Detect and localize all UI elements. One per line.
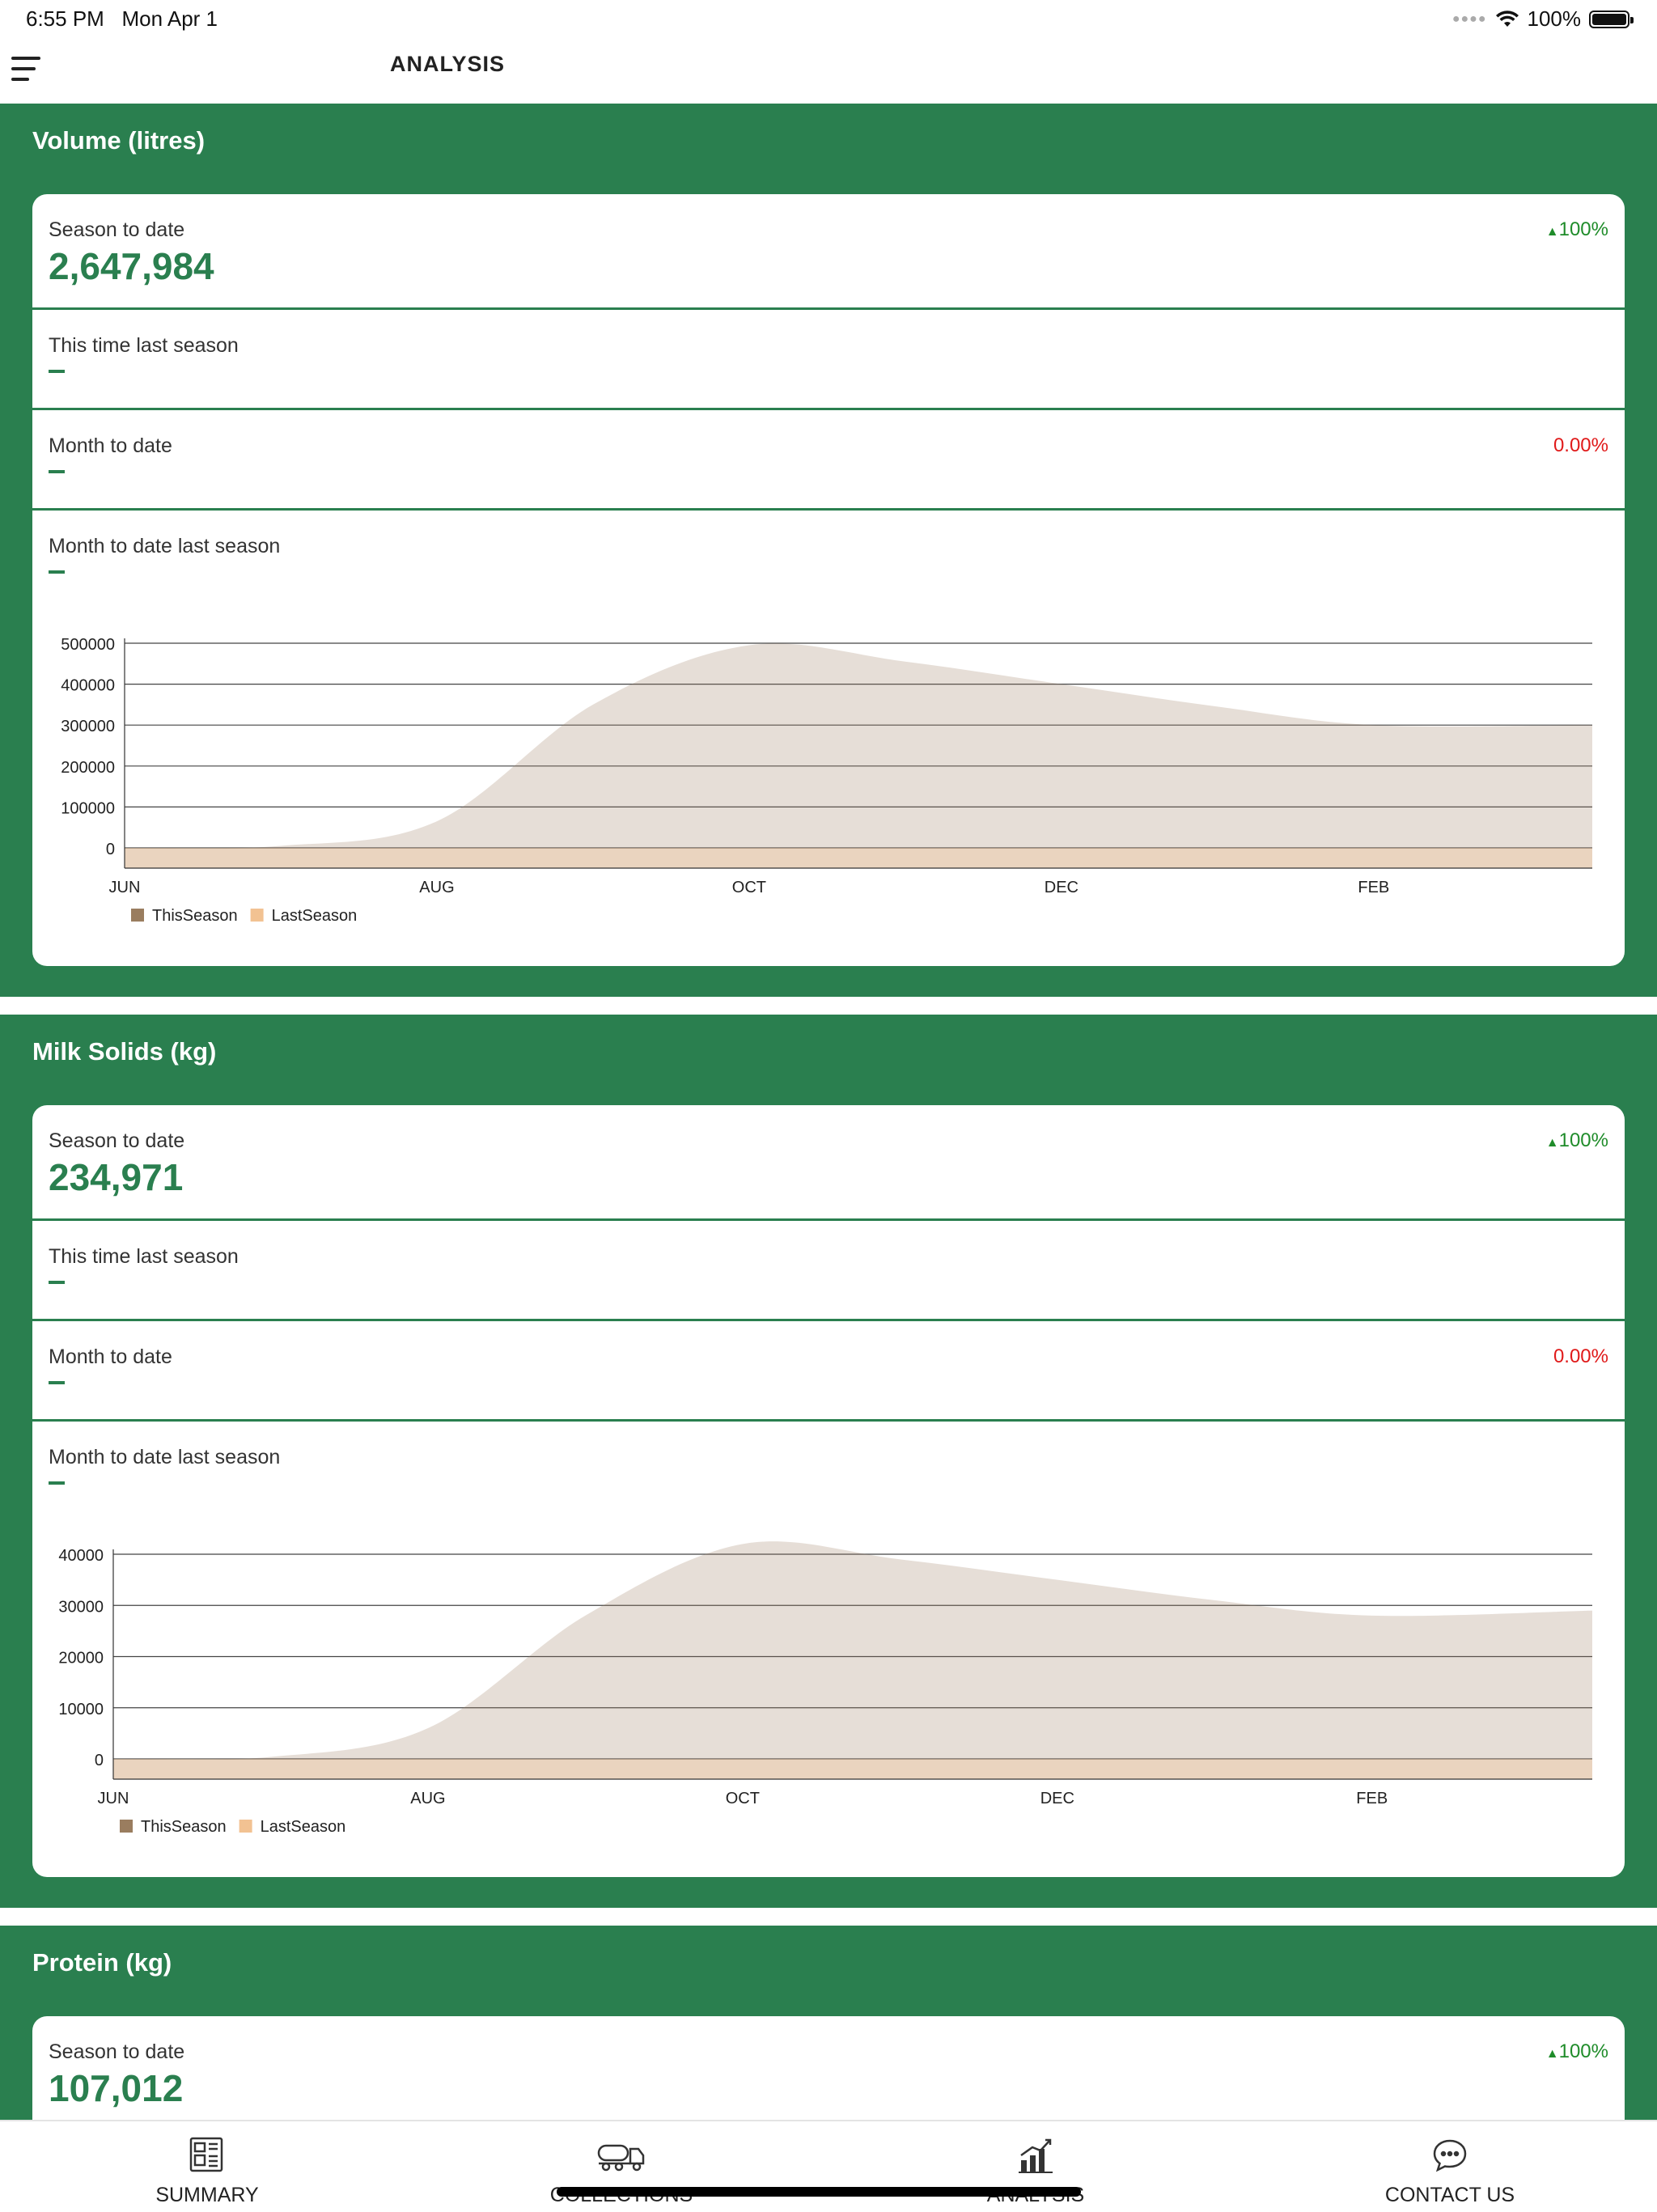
season-to-date-row: Season to date 234,971 ▲100% <box>32 1105 1625 1221</box>
x-tick-label: JUN <box>109 879 141 896</box>
empty-value-dash <box>49 1381 65 1384</box>
stat-value: 107,012 <box>49 2067 184 2109</box>
month-to-date-row: Month to date 0.00% <box>32 1321 1625 1422</box>
month-change: 0.00% <box>1553 434 1608 456</box>
empty-value-dash <box>49 370 65 373</box>
section-title: Protein (kg) <box>32 1948 172 1977</box>
y-tick-label: 10000 <box>58 1701 104 1718</box>
y-tick-label: 100000 <box>61 799 115 817</box>
legend-label: ThisSeason <box>152 907 238 925</box>
volume-section: Volume (litres) Season to date 2,647,984… <box>0 104 1657 997</box>
wifi-icon <box>1495 10 1519 27</box>
legend-swatch <box>120 1820 133 1833</box>
stat-label: This time last season <box>49 1245 239 1268</box>
status-bar: 6:55 PM Mon Apr 1 ●●●● 100% <box>0 0 1657 39</box>
y-tick-label: 40000 <box>58 1547 104 1565</box>
section-title: Milk Solids (kg) <box>32 1037 217 1066</box>
x-tick-label: AUG <box>419 879 454 896</box>
season-change: ▲100% <box>1545 218 1608 240</box>
season-to-date-row: Season to date 2,647,984 ▲100% <box>32 194 1625 310</box>
season-change: ▲100% <box>1545 1129 1608 1151</box>
legend-label: ThisSeason <box>141 1818 227 1836</box>
section-title: Volume (litres) <box>32 126 206 155</box>
this-time-last-season-row: This time last season <box>32 310 1625 410</box>
stat-label: This time last season <box>49 334 239 357</box>
tab-collections[interactable]: COLLECTIONS <box>414 2121 828 2212</box>
month-change: 0.00% <box>1553 1345 1608 1367</box>
status-indicators: ●●●● 100% <box>1451 6 1634 32</box>
bar-chart-icon <box>1019 2138 1053 2173</box>
y-tick-label: 0 <box>95 1752 104 1769</box>
y-tick-label: 500000 <box>61 636 115 654</box>
stat-value: 2,647,984 <box>49 245 214 287</box>
legend-label: LastSeason <box>272 907 358 925</box>
milk-solids-section: Milk Solids (kg) Season to date 234,971 … <box>0 1015 1657 1908</box>
empty-value-dash <box>49 1481 65 1485</box>
series-thisseason-area <box>125 643 1592 868</box>
tab-bar: SUMMARY COLLECTIONS ANALYSIS CONTACT US <box>0 2120 1657 2212</box>
menu-icon[interactable] <box>11 57 44 84</box>
volume-card: Season to date 2,647,984 ▲100% This time… <box>32 194 1625 966</box>
empty-value-dash <box>49 470 65 473</box>
y-tick-label: 20000 <box>58 1650 104 1667</box>
series-lastseason-area <box>125 848 1592 868</box>
battery-icon <box>1589 10 1634 28</box>
x-tick-label: FEB <box>1356 1790 1388 1807</box>
page-title: ANALYSIS <box>390 52 506 76</box>
legend-swatch <box>239 1820 252 1833</box>
chat-bubble-icon <box>1433 2139 1467 2172</box>
x-tick-label: OCT <box>732 879 766 896</box>
season-change: ▲100% <box>1545 2040 1608 2062</box>
x-tick-label: DEC <box>1045 879 1079 896</box>
tab-analysis[interactable]: ANALYSIS <box>828 2121 1243 2212</box>
y-tick-label: 30000 <box>58 1598 104 1616</box>
tanker-truck-icon <box>597 2144 645 2172</box>
x-tick-label: AUG <box>410 1790 445 1807</box>
series-thisseason-area <box>113 1541 1592 1779</box>
legend-label: LastSeason <box>261 1818 346 1836</box>
volume-chart: 0 100000 200000 300000 400000 500000 JUN AUG OCT… <box>61 636 1592 925</box>
y-tick-label: 300000 <box>61 718 115 735</box>
nav-bar: ANALYSIS <box>0 39 1657 104</box>
month-to-date-row: Month to date 0.00% <box>32 410 1625 511</box>
stat-value: 234,971 <box>49 1156 184 1198</box>
newspaper-icon <box>189 2137 223 2172</box>
x-tick-label: OCT <box>726 1790 760 1807</box>
stat-label: Month to date last season <box>49 535 281 557</box>
home-indicator <box>557 2187 1081 2197</box>
milk-solids-card: Season to date 234,971 ▲100% This time l… <box>32 1105 1625 1877</box>
up-arrow-icon: ▲ <box>1545 1136 1559 1150</box>
tab-contact-us[interactable]: CONTACT US <box>1243 2121 1657 2212</box>
stat-label: Month to date last season <box>49 1446 281 1468</box>
month-to-date-last-season-row: Month to date last season <box>32 1422 1625 1522</box>
empty-value-dash <box>49 1281 65 1284</box>
this-time-last-season-row: This time last season <box>32 1221 1625 1321</box>
month-to-date-last-season-row: Month to date last season <box>32 511 1625 611</box>
status-time: 6:55 PM Mon Apr 1 <box>26 6 218 31</box>
empty-value-dash <box>49 570 65 574</box>
stat-label: Month to date <box>49 1345 172 1368</box>
y-tick-label: 400000 <box>61 677 115 695</box>
y-tick-label: 0 <box>106 841 115 858</box>
x-tick-label: JUN <box>98 1790 129 1807</box>
tab-label: SUMMARY <box>155 2184 259 2206</box>
y-tick-label: 200000 <box>61 759 115 777</box>
legend-swatch <box>131 909 144 922</box>
tab-label: CONTACT US <box>1384 2184 1515 2206</box>
stat-label: Season to date <box>49 1129 185 1152</box>
milk-solids-chart: 0 10000 20000 30000 40000 JUN AUG OCT DEC FEB This… <box>58 1541 1592 1836</box>
season-to-date-row: Season to date 107,012 ▲100% <box>32 2016 1625 2132</box>
stat-label: Month to date <box>49 434 172 457</box>
up-arrow-icon: ▲ <box>1545 2047 1559 2061</box>
series-lastseason-area <box>113 1759 1592 1779</box>
x-tick-label: FEB <box>1358 879 1389 896</box>
tab-summary[interactable]: SUMMARY <box>0 2121 414 2212</box>
x-tick-label: DEC <box>1040 1790 1074 1807</box>
signal-dots-icon: ●●●● <box>1451 11 1487 26</box>
stat-label: Season to date <box>49 218 185 241</box>
stat-label: Season to date <box>49 2040 185 2063</box>
up-arrow-icon: ▲ <box>1545 225 1559 239</box>
battery-percent: 100% <box>1527 6 1582 31</box>
legend-swatch <box>250 909 264 922</box>
